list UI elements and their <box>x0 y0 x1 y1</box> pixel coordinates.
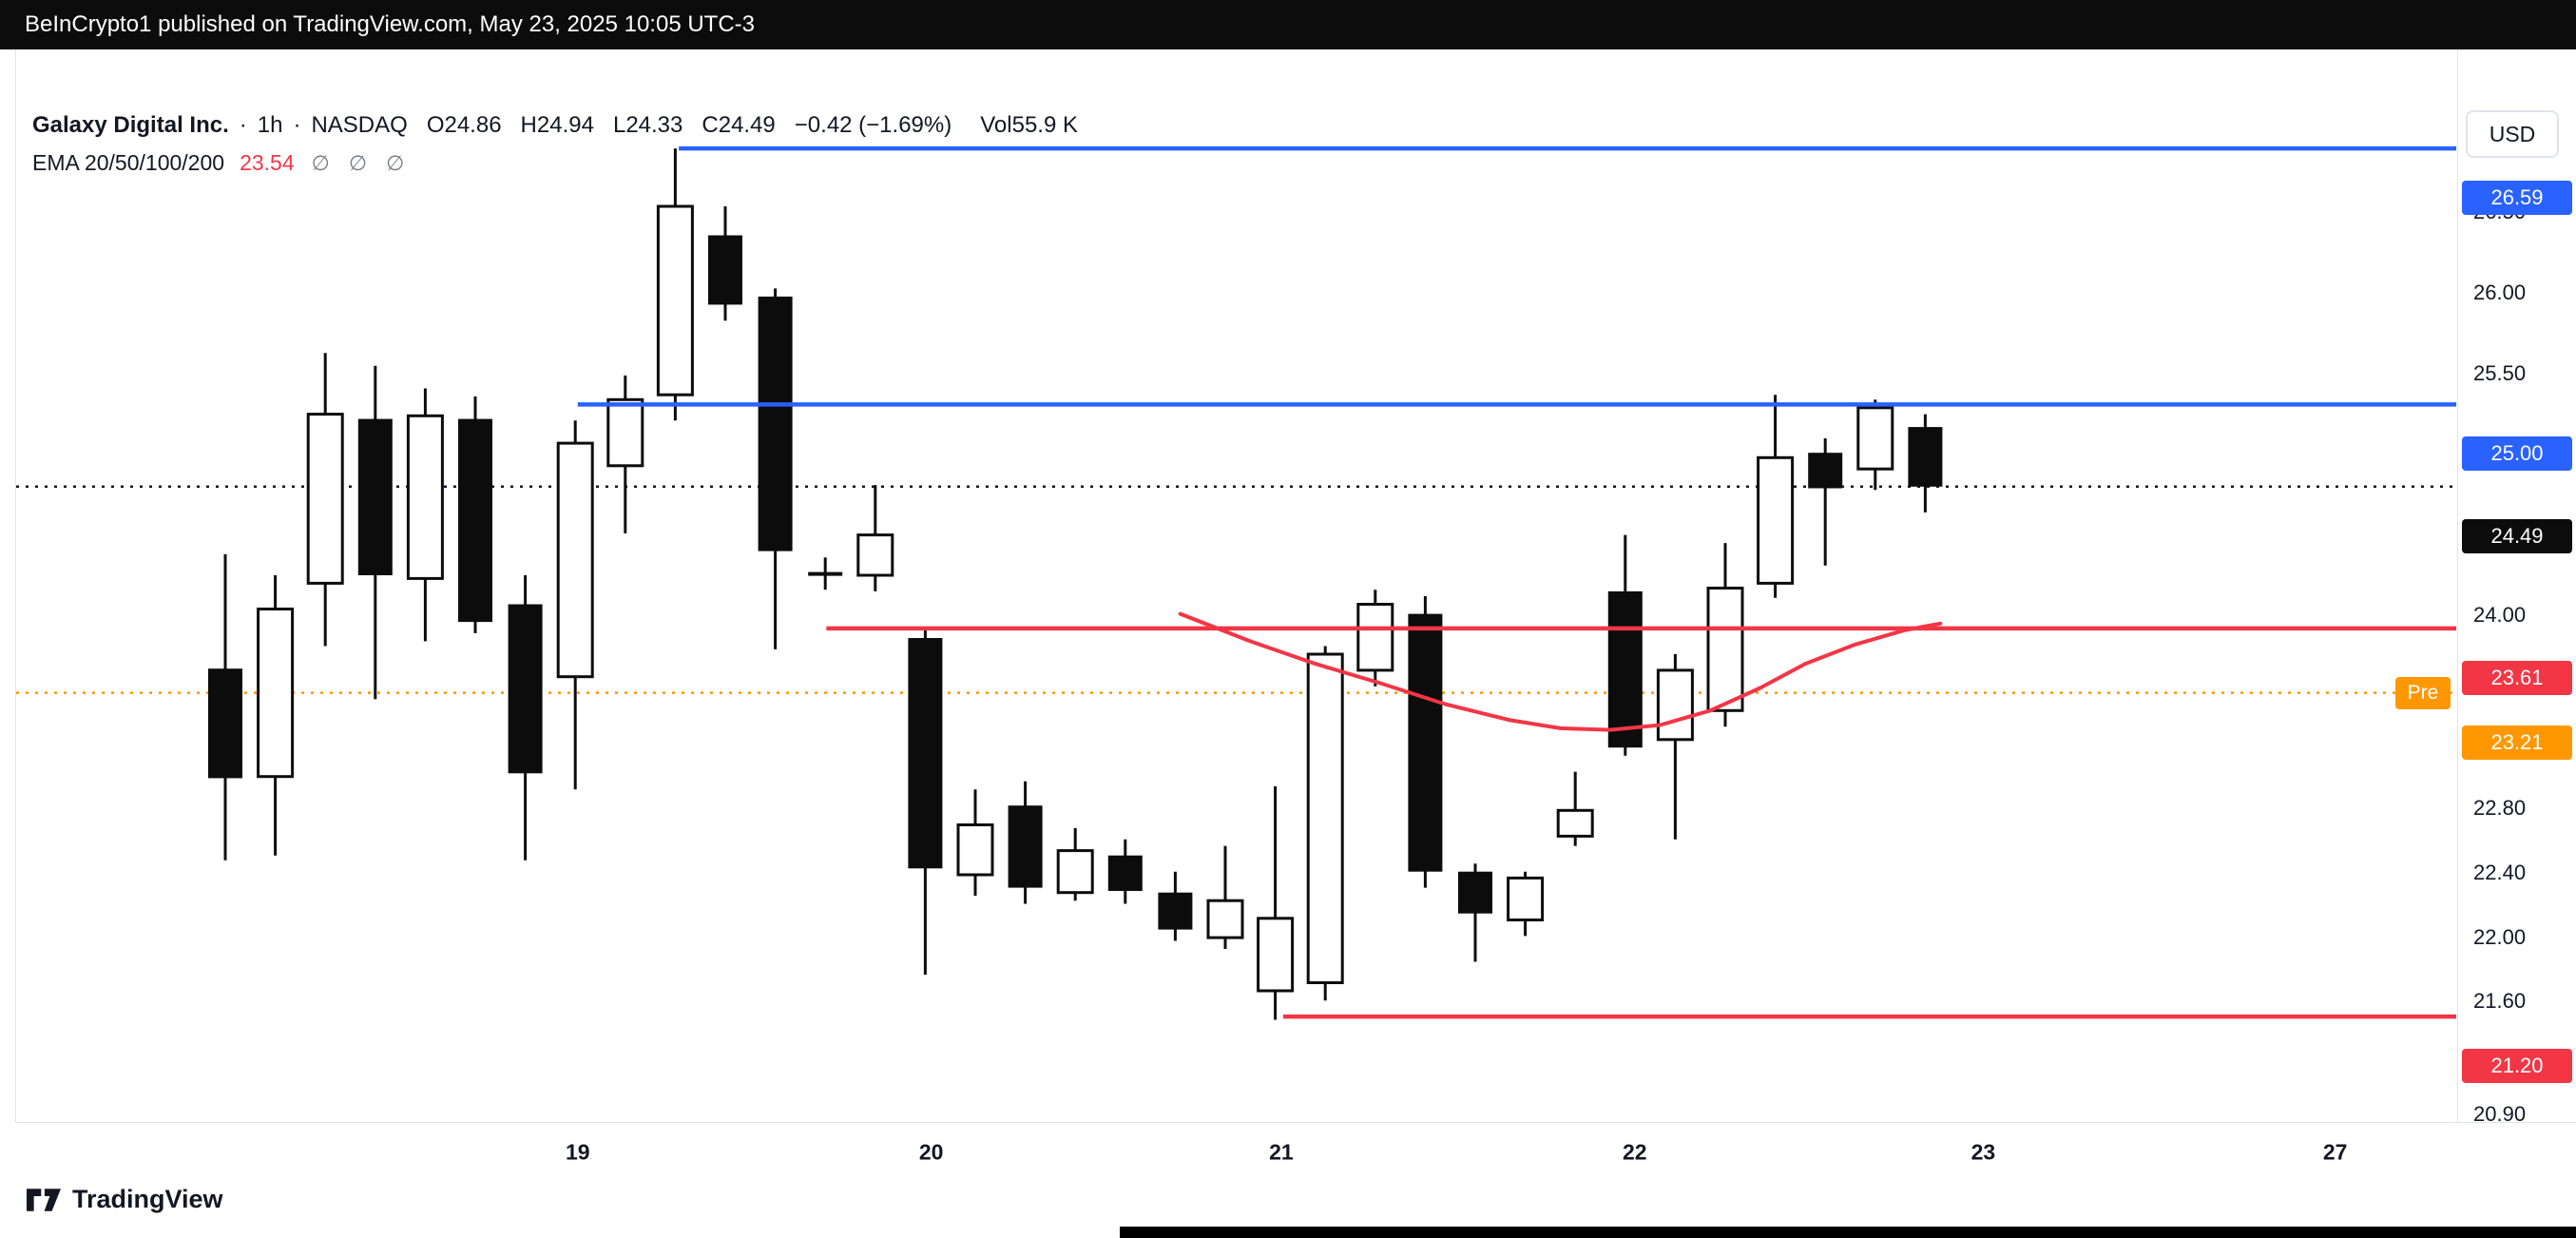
candle <box>656 148 694 421</box>
ohlc-low: L24.33 <box>613 112 682 139</box>
candle <box>606 375 644 533</box>
price-badge: 26.59 <box>2462 181 2572 216</box>
ohlc-high: H24.94 <box>521 112 594 139</box>
candle <box>1706 543 1744 727</box>
time-tick-label: 27 <box>2322 1139 2348 1165</box>
price-badge: 23.21 <box>2462 725 2572 760</box>
candle <box>1257 785 1295 1020</box>
candle <box>758 288 793 649</box>
candle <box>708 206 742 321</box>
premarket-badge: Pre <box>2395 676 2451 709</box>
close-value: 24.49 <box>718 112 776 138</box>
candle <box>808 557 843 590</box>
ema-value: 23.54 <box>240 150 295 175</box>
price-tick-label: 24.00 <box>2473 602 2527 627</box>
candle <box>1458 863 1492 962</box>
time-scale[interactable]: 19 20 21 22 23 27 <box>16 1123 2457 1182</box>
candle <box>306 353 344 647</box>
price-tick-label: 22.80 <box>2473 796 2527 821</box>
price-tick-label: 20.90 <box>2473 1101 2527 1126</box>
candle <box>1107 839 1143 904</box>
candle <box>1206 845 1244 949</box>
price-tick-label: 26.00 <box>2473 280 2527 304</box>
price-scale[interactable]: 26.5026.0025.5024.0022.8022.4022.0021.60… <box>2458 99 2576 1171</box>
candle <box>1556 771 1594 846</box>
close-key: C <box>702 112 719 138</box>
candle <box>1356 590 1394 687</box>
candle <box>406 388 444 642</box>
ohlc-close: C24.49 <box>702 112 775 139</box>
attribution-bar: BeInCrypto1 published on TradingView.com… <box>0 0 2576 49</box>
price-tick-label: 21.60 <box>2473 989 2527 1014</box>
tradingview-watermark[interactable]: TradingView <box>27 1185 223 1214</box>
price-badge: 24.49 <box>2462 518 2572 553</box>
chart-area[interactable]: Galaxy Digital Inc. · 1h · NASDAQ O24.86… <box>0 49 2576 1238</box>
candle <box>908 629 943 976</box>
price-badge: 21.20 <box>2462 1049 2572 1084</box>
time-scale-border <box>15 1122 2576 1123</box>
candle <box>956 789 994 897</box>
candle <box>257 575 295 856</box>
volume-value: 55.9 K <box>1011 112 1078 138</box>
time-tick-label: 23 <box>1970 1139 1996 1165</box>
legend-indicator-row: EMA 20/50/100/200 23.54 ∅ ∅ ∅ <box>32 150 1078 176</box>
candle <box>1757 395 1795 598</box>
symbol-name[interactable]: Galaxy Digital Inc. <box>32 112 229 138</box>
high-key: H <box>520 112 537 138</box>
candle <box>1808 438 1843 566</box>
ohlc-open: O24.86 <box>427 112 502 139</box>
open-key: O <box>426 112 445 138</box>
ema-hidden-values: ∅ ∅ ∅ <box>311 151 405 175</box>
legend-main-row: Galaxy Digital Inc. · 1h · NASDAQ O24.86… <box>32 112 1078 139</box>
volume-item: Vol55.9 K <box>980 112 1078 139</box>
low-key: L <box>612 112 626 138</box>
time-tick-label: 22 <box>1623 1139 1647 1165</box>
volume-key: Vol <box>980 112 1012 138</box>
candle <box>1607 534 1643 756</box>
candle <box>1008 781 1043 904</box>
candle <box>508 575 543 861</box>
ema-line <box>1178 611 1943 732</box>
candle <box>856 485 894 591</box>
candle <box>1856 399 1894 491</box>
tradingview-logo-icon <box>27 1188 61 1211</box>
candle <box>1408 596 1443 888</box>
tradingview-brand-text: TradingView <box>72 1185 223 1213</box>
candle <box>1306 646 1344 1001</box>
candle <box>357 365 393 700</box>
legend-separator: · <box>293 112 301 138</box>
candlestick-plot[interactable] <box>0 49 2576 1238</box>
change-value: −0.42 (−1.69%) <box>794 112 952 138</box>
high-value: 24.94 <box>536 112 594 138</box>
price-badge: 25.00 <box>2462 436 2572 472</box>
time-tick-label: 21 <box>1269 1139 1294 1165</box>
price-tick-label: 25.50 <box>2473 360 2527 385</box>
time-tick-label: 19 <box>566 1139 590 1165</box>
price-tick-label: 22.40 <box>2473 860 2527 884</box>
legend-separator: · <box>239 112 247 138</box>
low-value: 24.33 <box>625 112 683 138</box>
candle <box>458 396 492 633</box>
candle <box>556 420 594 790</box>
candle <box>1056 827 1094 901</box>
interval-label[interactable]: 1h <box>257 112 283 138</box>
ema-label[interactable]: EMA 20/50/100/200 <box>32 150 225 175</box>
open-value: 24.86 <box>444 112 502 138</box>
candle <box>1158 871 1193 941</box>
price-scale-border <box>2457 49 2458 1122</box>
candle <box>1908 414 1943 513</box>
exchange-label: NASDAQ <box>311 112 408 138</box>
time-tick-label: 20 <box>918 1139 944 1165</box>
chart-legend: Galaxy Digital Inc. · 1h · NASDAQ O24.86… <box>32 112 1078 176</box>
attribution-text: BeInCrypto1 published on TradingView.com… <box>25 11 755 37</box>
candle <box>1507 871 1545 937</box>
bottom-black-bar <box>1120 1227 2576 1238</box>
price-badge: 23.61 <box>2462 660 2572 695</box>
candle <box>208 553 242 861</box>
plot-left-border <box>15 49 16 1122</box>
price-tick-label: 22.00 <box>2473 924 2527 949</box>
candle <box>1656 654 1694 840</box>
currency-toggle-button[interactable]: USD <box>2466 110 2559 158</box>
